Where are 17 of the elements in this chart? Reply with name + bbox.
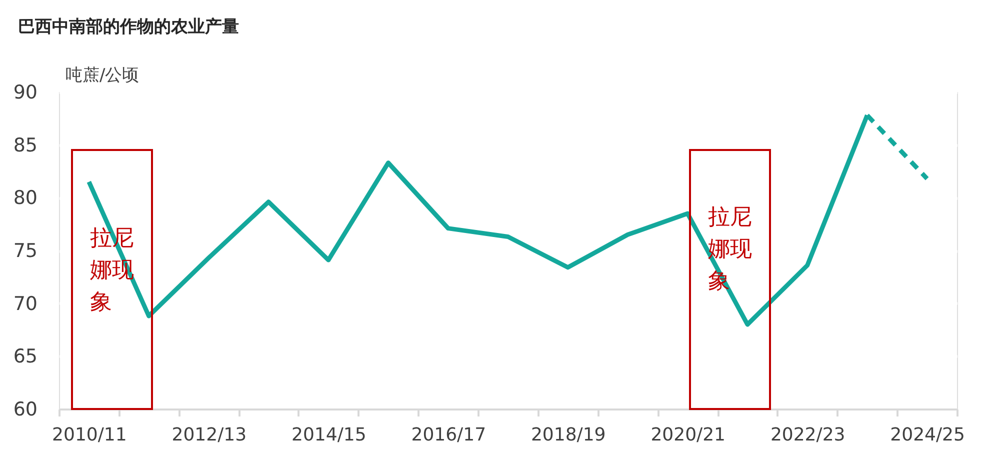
y-tick-label: 75 (13, 240, 38, 262)
x-tick-label: 2024/25 (890, 424, 965, 446)
y-tick-label: 85 (13, 134, 38, 156)
y-tick-label: 65 (13, 346, 38, 368)
x-tick-label: 2012/13 (172, 424, 247, 446)
y-tick-label: 90 (13, 82, 38, 104)
y-tick-label: 80 (13, 187, 38, 210)
y-axis-title: 吨蔗/公顷 (66, 66, 140, 86)
x-tick-label: 2010/11 (52, 424, 127, 446)
x-tick-label: 2016/17 (411, 424, 486, 446)
x-tick-label: 2020/21 (650, 424, 726, 446)
x-tick-label: 2018/19 (530, 424, 606, 446)
x-tick-label: 2022/23 (770, 424, 846, 446)
chart-title: 巴西中南部的作物的农业产量 (18, 17, 239, 37)
y-tick-label: 70 (13, 292, 38, 315)
x-tick-label: 2014/15 (292, 424, 366, 446)
y-tick-label: 60 (13, 398, 38, 420)
